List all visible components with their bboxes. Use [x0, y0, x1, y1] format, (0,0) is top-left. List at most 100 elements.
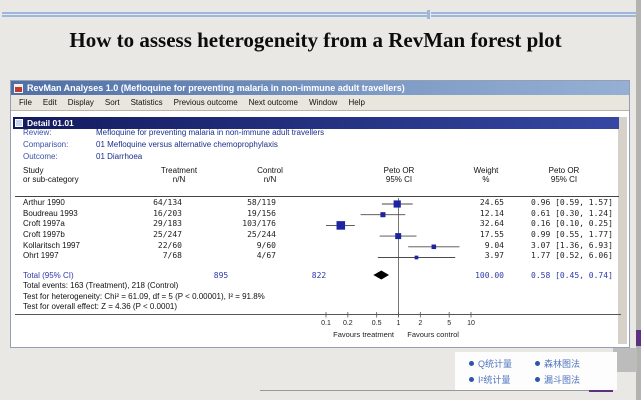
total-weight: 100.00: [475, 271, 504, 280]
mdi-background: [618, 117, 627, 344]
treatment-nN: 29/183: [153, 219, 182, 229]
menu-sort[interactable]: Sort: [104, 98, 120, 107]
bullet-icon: [535, 360, 540, 366]
analysis-footnotes: Total events: 163 (Treatment), 218 (Cont…: [23, 281, 265, 313]
or-ci-value: 0.61 [0.30, 1.24]: [531, 208, 613, 218]
control-nN: 25/244: [247, 230, 276, 240]
or-ci-value: 0.99 [0.55, 1.77]: [531, 230, 613, 240]
menubar: File Edit Display Sort Statistics Previo…: [11, 95, 629, 111]
svg-text:2: 2: [418, 320, 422, 327]
revman-titlebar: RevMan Analyses 1.0 (Mefloquine for prev…: [11, 81, 629, 95]
table-row: Kollaritsch 1997 22/60 9/60 9.04 3.07 [1…: [11, 241, 629, 252]
outcome-value: 01 Diarrhoea: [96, 152, 143, 161]
treatment-nN: 7/68: [162, 251, 182, 261]
title-divider-right: [431, 12, 636, 17]
detail-window-icon: [15, 119, 23, 127]
table-row: Ohrt 1997 7/68 4/67 3.97 1.77 [0.52, 6.0…: [11, 251, 629, 262]
weight-value: 17.55: [479, 230, 504, 240]
header-treatment: Treatment n/N: [160, 166, 198, 184]
control-nN: 103/176: [242, 219, 276, 229]
gray-square-accent: [613, 348, 637, 372]
control-nN: 19/156: [247, 208, 276, 218]
menu-window[interactable]: Window: [309, 98, 338, 107]
study-name: Ohrt 1997: [23, 251, 59, 261]
bottom-divider-line: [260, 390, 589, 391]
forest-plot-svg: 0.1 0.2 0.5 1 2 5 10 Favours treatment Favours c…: [321, 198, 475, 339]
total-control-n: 822: [311, 271, 327, 280]
svg-text:0.5: 0.5: [372, 320, 382, 327]
svg-text:10: 10: [467, 320, 475, 327]
callout-i2-statistic: I²统计量: [469, 373, 535, 386]
table-row: Boudreau 1993 16/203 19/156 12.14 0.61 […: [11, 209, 629, 220]
review-value: Mefloquine for preventing malaria in non…: [96, 128, 325, 137]
menu-next-outcome[interactable]: Next outcome: [248, 98, 298, 107]
study-name: Boudreau 1993: [23, 208, 78, 218]
header-divider: [15, 196, 619, 197]
weight-value: 3.97: [484, 251, 504, 261]
bullet-icon: [535, 376, 540, 382]
total-events-text: Total events: 163 (Treatment), 218 (Cont…: [23, 281, 179, 290]
review-label: Review:: [23, 128, 52, 137]
callout-forest-plot-method: 森林图法: [535, 357, 617, 370]
total-row: Total (95% CI) 895 822 100.00 0.58 [0.45…: [11, 270, 629, 281]
menu-statistics[interactable]: Statistics: [130, 98, 163, 107]
menu-help[interactable]: Help: [348, 98, 365, 107]
svg-text:1: 1: [397, 320, 401, 327]
svg-text:0.1: 0.1: [321, 320, 331, 327]
header-weight: Weight%: [473, 166, 499, 184]
total-or-ci: 0.58 [0.45, 0.74]: [531, 271, 613, 280]
menu-previous-outcome[interactable]: Previous outcome: [173, 98, 238, 107]
callout-list: Q统计量 森林图法 I²统计量 漏斗图法: [455, 352, 617, 390]
outcome-label: Outcome:: [23, 152, 58, 161]
overall-effect-test-text: Test for overall effect: Z = 4.36 (P < 0…: [23, 302, 178, 312]
title-divider-left: [2, 12, 427, 17]
callout-label: 漏斗图法: [544, 374, 581, 385]
detail-titlebar: Detail 01.01: [13, 117, 619, 129]
comparison-value: 01 Mefloquine versus alternative chemopr…: [96, 140, 278, 149]
menu-file[interactable]: File: [19, 98, 32, 107]
callout-label: Q统计量: [478, 358, 513, 369]
menu-display[interactable]: Display: [67, 98, 94, 107]
revman-window: RevMan Analyses 1.0 (Mefloquine for prev…: [10, 80, 630, 348]
total-label: Total (95% CI): [23, 271, 74, 280]
bullet-icon: [469, 376, 474, 382]
callout-label: I²统计量: [478, 374, 511, 385]
svg-text:Favours treatment: Favours treatment: [333, 330, 395, 339]
comparison-label: Comparison:: [23, 140, 69, 149]
treatment-nN: 16/203: [153, 208, 182, 218]
svg-text:0.2: 0.2: [343, 320, 353, 327]
treatment-nN: 25/247: [153, 230, 182, 240]
table-row: Croft 1997a 29/183 103/176 32.64 0.16 [0…: [11, 219, 629, 230]
control-nN: 9/60: [256, 240, 276, 250]
weight-value: 24.65: [479, 198, 504, 207]
slide-title: How to assess heterogeneity from a RevMa…: [69, 28, 562, 52]
header-study: Study or sub-category: [23, 166, 79, 184]
weight-value: 12.14: [479, 208, 504, 218]
svg-text:Favours control: Favours control: [407, 330, 459, 339]
weight-value: 32.64: [479, 219, 504, 229]
study-name: Arthur 1990: [23, 198, 65, 207]
svg-text:5: 5: [447, 320, 451, 327]
purple-edge-accent: [636, 330, 641, 346]
control-nN: 58/119: [247, 198, 276, 207]
or-ci-value: 0.16 [0.10, 0.25]: [531, 219, 613, 229]
or-ci-value: 3.07 [1.36, 6.93]: [531, 240, 613, 250]
slide-right-edge: [636, 0, 641, 400]
plot-axis-rule: [15, 314, 621, 315]
title-divider-notch: [427, 10, 430, 19]
revman-app-icon: [14, 83, 23, 93]
callout-funnel-plot-method: 漏斗图法: [535, 373, 617, 386]
treatment-nN: 22/60: [157, 240, 182, 250]
or-ci-value: 0.96 [0.59, 1.57]: [531, 198, 613, 207]
header-peto-or-plot: Peto OR 95% CI: [383, 166, 415, 184]
callout-label: 森林图法: [544, 358, 581, 369]
heterogeneity-test-text: Test for heterogeneity: Chi² = 61.09, df…: [23, 291, 265, 301]
treatment-nN: 64/134: [153, 198, 182, 207]
study-table: Arthur 1990 64/134 58/119 24.65 0.96 [0.…: [11, 198, 629, 262]
menu-edit[interactable]: Edit: [42, 98, 57, 107]
revman-window-title: RevMan Analyses 1.0 (Mefloquine for prev…: [27, 83, 405, 93]
detail-title: Detail 01.01: [27, 118, 74, 128]
callout-q-statistic: Q统计量: [469, 357, 535, 370]
study-name: Croft 1997b: [23, 230, 65, 240]
